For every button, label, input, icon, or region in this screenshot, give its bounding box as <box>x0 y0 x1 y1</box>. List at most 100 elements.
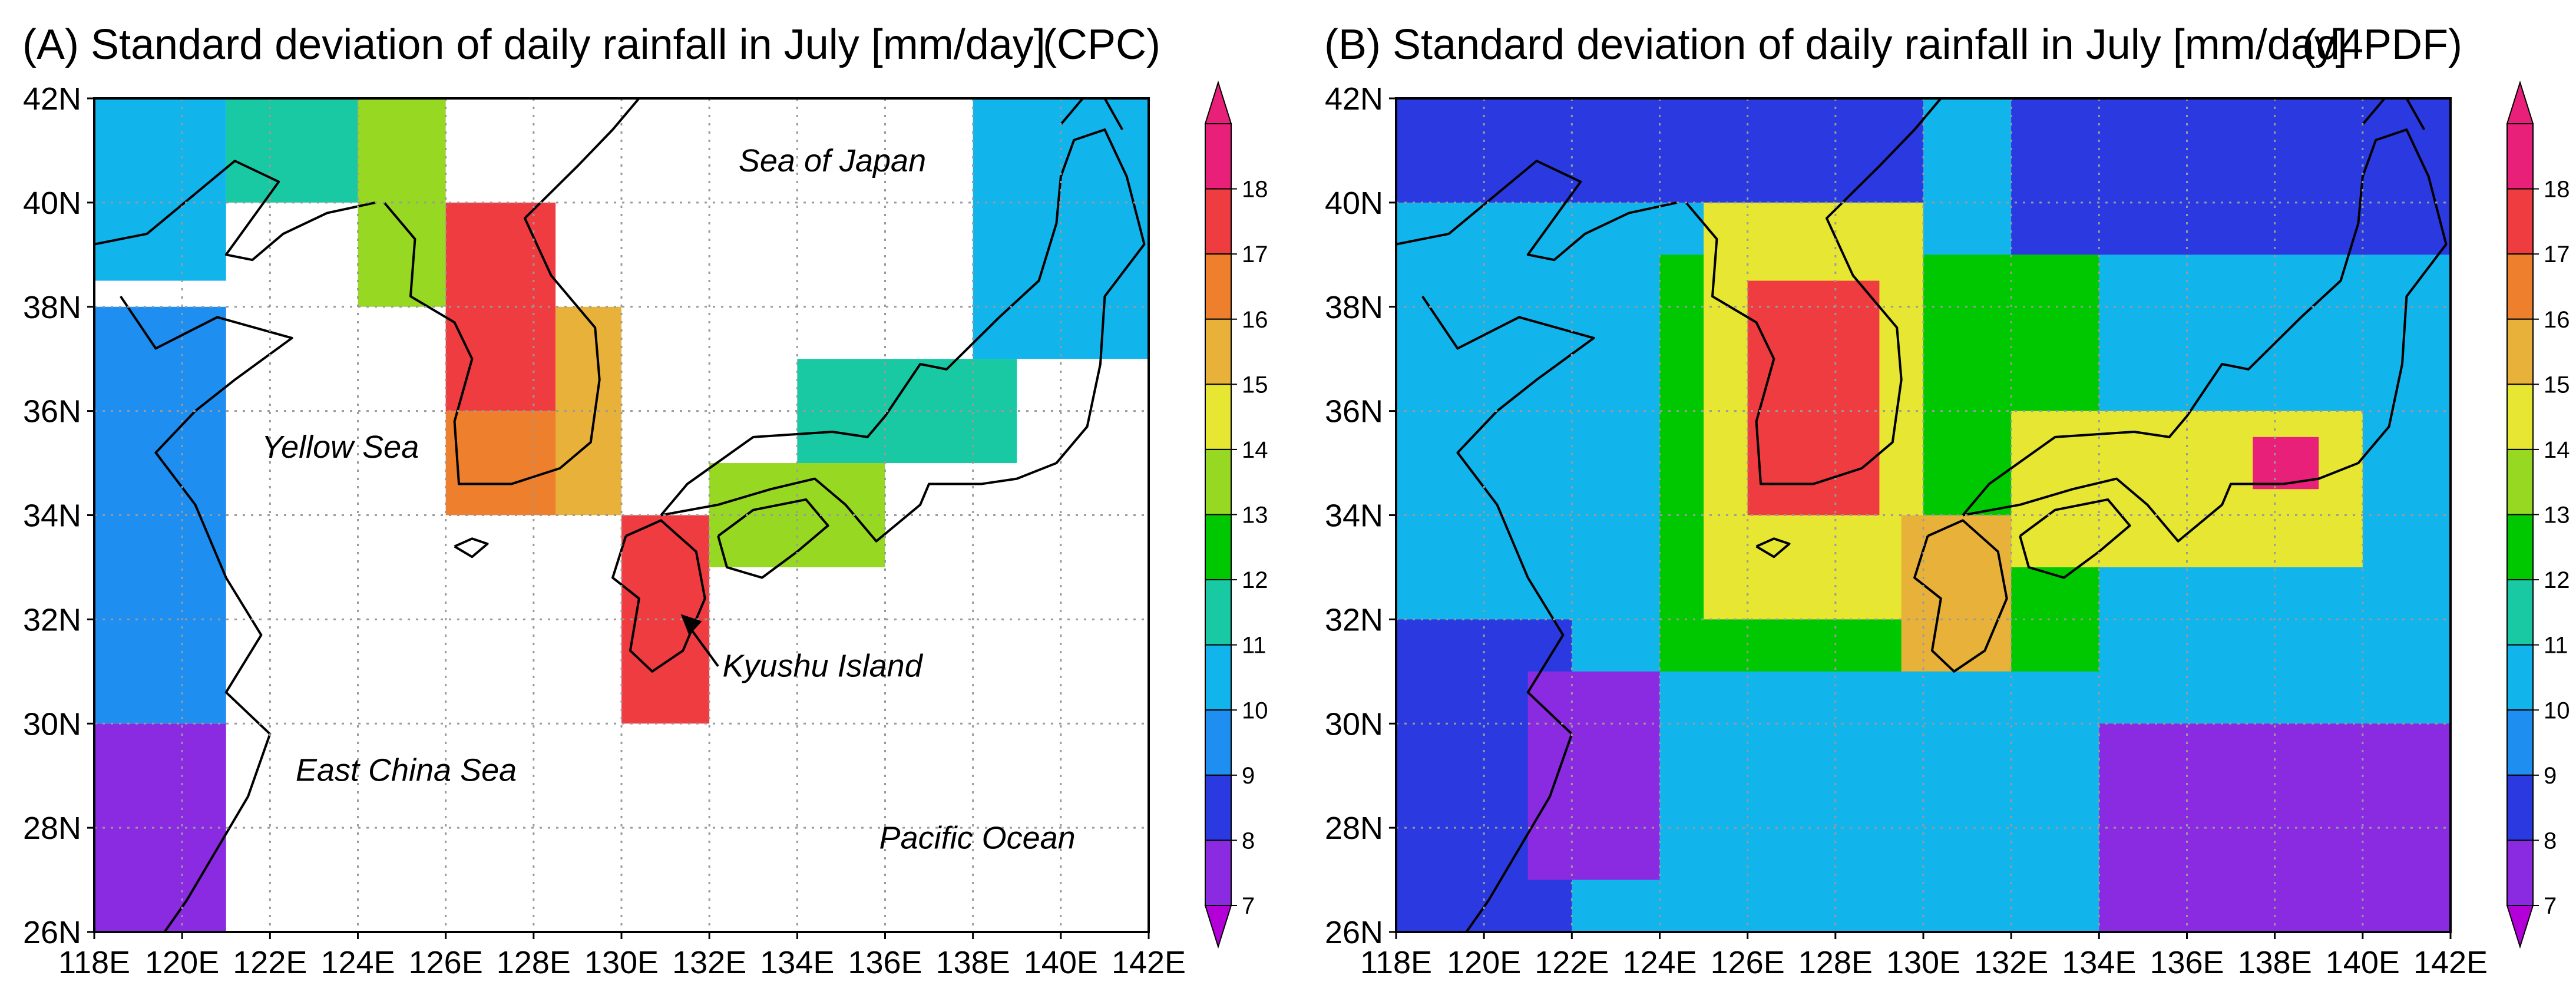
colorbar-swatch <box>1205 448 1232 515</box>
x-tick-label: 118E <box>1360 945 1432 980</box>
colorbar-top-arrow <box>1204 80 1232 124</box>
china-coastline <box>94 160 376 262</box>
x-tick-label: 142E <box>1112 945 1186 980</box>
map-label-kyushu-island: Kyushu Island <box>723 649 924 684</box>
colorbar-tick-label: 7 <box>2544 893 2557 919</box>
colorbar-swatch <box>2506 253 2534 320</box>
x-tick-label: 136E <box>848 945 922 980</box>
grid <box>1396 98 2451 932</box>
colorbar-tick-label: 8 <box>2544 828 2557 854</box>
colorbar-tick-label: 10 <box>2544 698 2570 723</box>
rainfall-cell-9 <box>1747 280 1880 515</box>
colorbar-tick-label: 9 <box>2544 763 2557 789</box>
x-tick-label: 132E <box>672 945 746 980</box>
rainfall-cell-6 <box>2011 98 2451 255</box>
x-tick-label: 140E <box>1024 945 1098 980</box>
x-tick-label: 130E <box>1886 945 1960 980</box>
kyushu-arrow-head <box>680 614 702 636</box>
x-tick-label: 126E <box>1711 945 1785 980</box>
panel-b-d4pdf: 118E 120E 122E 124E 126E 128E 130E 132E 134E 136E… <box>1324 21 2488 980</box>
shandong-coastline <box>1421 295 1595 932</box>
x-tick-label: 122E <box>233 945 307 980</box>
colorbar-tick-label: 12 <box>2544 567 2570 593</box>
y-tick-label: 28N <box>1325 811 1383 846</box>
rainfall-cell-2 <box>226 98 358 203</box>
colorbar-swatch <box>2506 709 2534 776</box>
colorbar-swatch <box>1205 123 1232 190</box>
korea-coastline <box>1685 98 1942 485</box>
map-label-sea-of-japan: Sea of Japan <box>739 143 926 178</box>
colorbar-tick-label: 17 <box>1242 242 1268 267</box>
x-tick-label: 128E <box>1798 945 1873 980</box>
x-tick-label: 124E <box>320 945 395 980</box>
colorbar-tick-label: 16 <box>2544 307 2570 333</box>
hokkaido-coastline <box>1060 98 1123 131</box>
rainfall-cell-1 <box>94 98 226 281</box>
x-tick-label: 128E <box>497 945 571 980</box>
colorbar-tick-label: 12 <box>1242 567 1268 593</box>
coastlines <box>94 98 1146 932</box>
colorbar-swatch <box>1205 579 1232 646</box>
colorbar-swatch <box>1205 318 1232 385</box>
x-tick-label: 118E <box>58 945 130 980</box>
jeju-coastline <box>1755 537 1791 558</box>
rainfall-field <box>1396 98 2451 932</box>
y-tick-label: 28N <box>23 811 81 846</box>
rainfall-cell-11 <box>797 359 1017 464</box>
x-tick-label: 120E <box>1447 945 1521 980</box>
y-tick-label: 40N <box>1325 186 1383 221</box>
colorbar-tick-label: 13 <box>1242 503 1268 528</box>
colorbar-tick-label: 15 <box>2544 372 2570 398</box>
data-source-label: (CPC) <box>1043 21 1160 68</box>
shikoku-coastline <box>717 498 829 579</box>
rainfall-cell-5 <box>1396 98 1923 203</box>
colorbar-swatch <box>2506 644 2534 711</box>
colorbar-swatch <box>2506 514 2534 581</box>
x-tick-label: 132E <box>1974 945 2048 980</box>
colorbar-tick-label: 14 <box>1242 437 1268 463</box>
colorbar-swatch <box>2506 384 2534 450</box>
panel-a-cpc: 118E 120E 122E 124E 126E 128E 130E 132E 134E 136E… <box>22 21 1186 980</box>
grid <box>94 98 1149 932</box>
colorbar-swatch <box>2506 123 2534 190</box>
y-tick-label: 26N <box>23 915 81 950</box>
colorbar-tick-label: 11 <box>2544 633 2568 659</box>
y-tick-label: 30N <box>1325 706 1383 742</box>
jeju-coastline <box>454 537 489 558</box>
colorbar-swatch <box>1205 188 1232 255</box>
colorbar-swatch <box>2506 839 2534 906</box>
chart-title: (A) Standard deviation of daily rainfall… <box>22 21 1046 68</box>
colorbar-swatch <box>1205 774 1232 841</box>
colorbar-swatch <box>2506 448 2534 515</box>
x-tick-label: 138E <box>2238 945 2312 980</box>
rainfall-cell-12 <box>973 98 1149 359</box>
x-tick-label: 136E <box>2150 945 2224 980</box>
y-tick-label: 40N <box>23 186 81 221</box>
colorbar-tick-label: 18 <box>1242 177 1268 203</box>
colorbar-top-arrow <box>2506 80 2534 124</box>
colorbar-tick-label: 16 <box>1242 307 1268 333</box>
shandong-coastline <box>120 295 293 932</box>
x-tick-label: 140E <box>2326 945 2400 980</box>
china-coastline <box>1396 160 1678 262</box>
x-tick-label: 142E <box>2413 945 2488 980</box>
map-label-yellow-sea: Yellow Sea <box>262 429 419 465</box>
x-tick-label: 124E <box>1622 945 1697 980</box>
colorbar-tick-label: 8 <box>1242 828 1255 854</box>
y-tick-label: 42N <box>23 81 81 117</box>
colorbar-tick-label: 17 <box>2544 242 2570 267</box>
colorbar-swatch <box>1205 839 1232 906</box>
rainfall-cell-7 <box>94 306 226 724</box>
y-tick-label: 36N <box>1325 394 1383 429</box>
shikoku-coastline <box>2019 498 2131 579</box>
colorbar-swatch <box>1205 384 1232 450</box>
chart-title: (B) Standard deviation of daily rainfall… <box>1324 21 2347 68</box>
colorbar-tick-label: 10 <box>1242 698 1268 723</box>
y-tick-label: 32N <box>1325 602 1383 637</box>
honshu-coastline <box>1962 128 2448 543</box>
colorbar-bottom-arrow <box>1204 905 1232 949</box>
hokkaido-coastline <box>2362 98 2425 131</box>
y-tick-label: 30N <box>23 706 81 742</box>
x-tick-label: 138E <box>936 945 1010 980</box>
